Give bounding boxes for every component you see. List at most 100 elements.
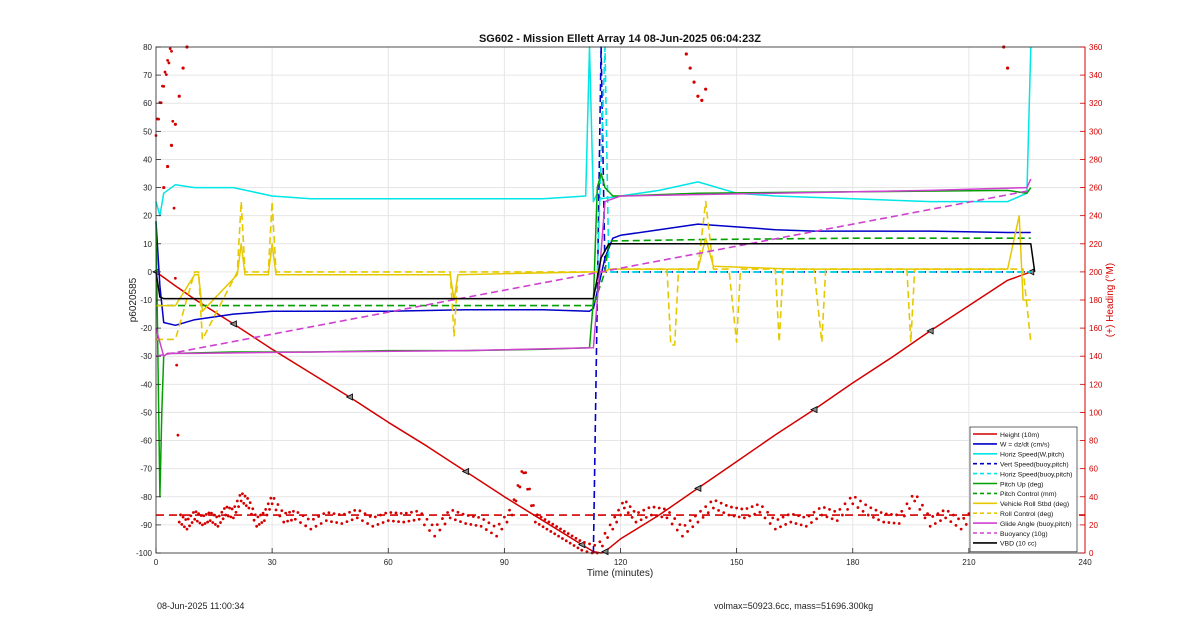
heading-point <box>324 519 328 523</box>
heading-point <box>198 521 202 525</box>
heading-point <box>397 520 400 524</box>
heading-point <box>389 511 393 514</box>
heading-point <box>309 527 313 531</box>
heading-point <box>861 509 865 513</box>
heading-point <box>799 523 803 527</box>
heading-point <box>810 521 813 524</box>
heading-point <box>204 512 208 516</box>
heading-point <box>892 521 896 525</box>
heading-point <box>773 527 777 531</box>
heading-point <box>905 502 909 506</box>
heading-point <box>946 509 950 513</box>
x-tick-label: 60 <box>384 558 393 567</box>
heading-point <box>422 523 426 527</box>
y-tick-label-right: 180 <box>1089 296 1103 305</box>
heading-point <box>835 519 839 523</box>
heading-point <box>608 523 612 527</box>
heading-point <box>247 506 251 510</box>
heading-point <box>830 517 834 521</box>
y-tick-label-right: 160 <box>1089 324 1103 333</box>
heading-point <box>490 531 493 535</box>
heading-point <box>547 520 551 524</box>
series-line <box>155 189 1031 357</box>
heading-point <box>766 510 769 514</box>
heading-point <box>230 507 234 511</box>
heading-point <box>561 537 564 540</box>
heading-point <box>182 525 186 529</box>
heading-point <box>500 527 504 531</box>
heading-point <box>186 517 190 521</box>
footer-mass-info: volmax=50923.6cc, mass=51696.300kg <box>714 601 874 611</box>
y-tick-label-left: 60 <box>143 99 152 108</box>
y-tick-label-right: 120 <box>1089 380 1103 389</box>
heading-point <box>192 511 195 514</box>
heading-point <box>212 513 216 517</box>
heading-point <box>269 496 273 500</box>
series-lines <box>152 45 1085 556</box>
heading-point <box>203 522 207 525</box>
heading-point <box>701 515 705 519</box>
heading-point <box>510 513 514 517</box>
heading-point <box>704 505 708 509</box>
heading-point <box>763 516 767 520</box>
heading-point <box>402 520 406 524</box>
heading-point <box>639 518 643 522</box>
heading-point <box>446 511 450 514</box>
heading-point <box>239 499 243 503</box>
heading-point <box>768 522 772 525</box>
heading-point <box>453 518 457 522</box>
heading-point <box>312 517 315 521</box>
heading-point <box>601 544 604 548</box>
y-tick-label-right: 240 <box>1089 212 1103 221</box>
heading-point <box>514 499 518 503</box>
heading-point <box>1005 66 1010 70</box>
heading-point <box>189 514 193 518</box>
heading-point <box>784 523 788 526</box>
heading-point <box>168 47 172 51</box>
heading-point <box>650 513 653 517</box>
heading-point <box>327 511 331 515</box>
heading-point <box>202 514 206 518</box>
heading-point <box>394 511 398 515</box>
heading-point <box>825 515 829 519</box>
heading-point <box>272 497 276 500</box>
heading-point <box>908 507 911 510</box>
heading-point <box>282 520 286 524</box>
heading-point <box>807 514 811 518</box>
heading-point <box>967 512 971 516</box>
heading-point <box>902 514 906 518</box>
heading-point <box>634 520 638 524</box>
heading-point <box>683 523 687 527</box>
heading-point <box>619 513 622 517</box>
heading-point <box>261 511 265 515</box>
heading-point <box>684 52 688 56</box>
heading-point <box>290 518 293 522</box>
heading-point <box>939 519 942 523</box>
heading-point <box>381 521 385 524</box>
heading-point <box>874 508 878 512</box>
series-marker <box>810 405 818 414</box>
heading-point <box>392 519 395 523</box>
y-tick-label-left: 0 <box>148 268 153 277</box>
heading-point <box>647 506 651 510</box>
heading-point <box>407 519 411 523</box>
heading-point <box>197 512 200 516</box>
heading-point <box>564 539 568 543</box>
heading-point <box>474 523 478 527</box>
heading-point <box>180 523 184 526</box>
heading-point <box>181 66 185 70</box>
heading-point <box>877 518 880 522</box>
heading-point <box>570 534 574 538</box>
heading-point <box>820 513 824 517</box>
heading-point <box>464 522 468 525</box>
heading-point <box>208 519 212 523</box>
heading-point <box>585 550 589 553</box>
heading-point <box>428 529 431 532</box>
heading-point <box>175 363 179 367</box>
heading-point <box>941 509 945 513</box>
heading-point <box>887 521 891 524</box>
heading-point <box>918 508 922 511</box>
heading-point <box>588 542 591 546</box>
heading-point <box>181 515 185 519</box>
heading-point <box>882 520 886 524</box>
